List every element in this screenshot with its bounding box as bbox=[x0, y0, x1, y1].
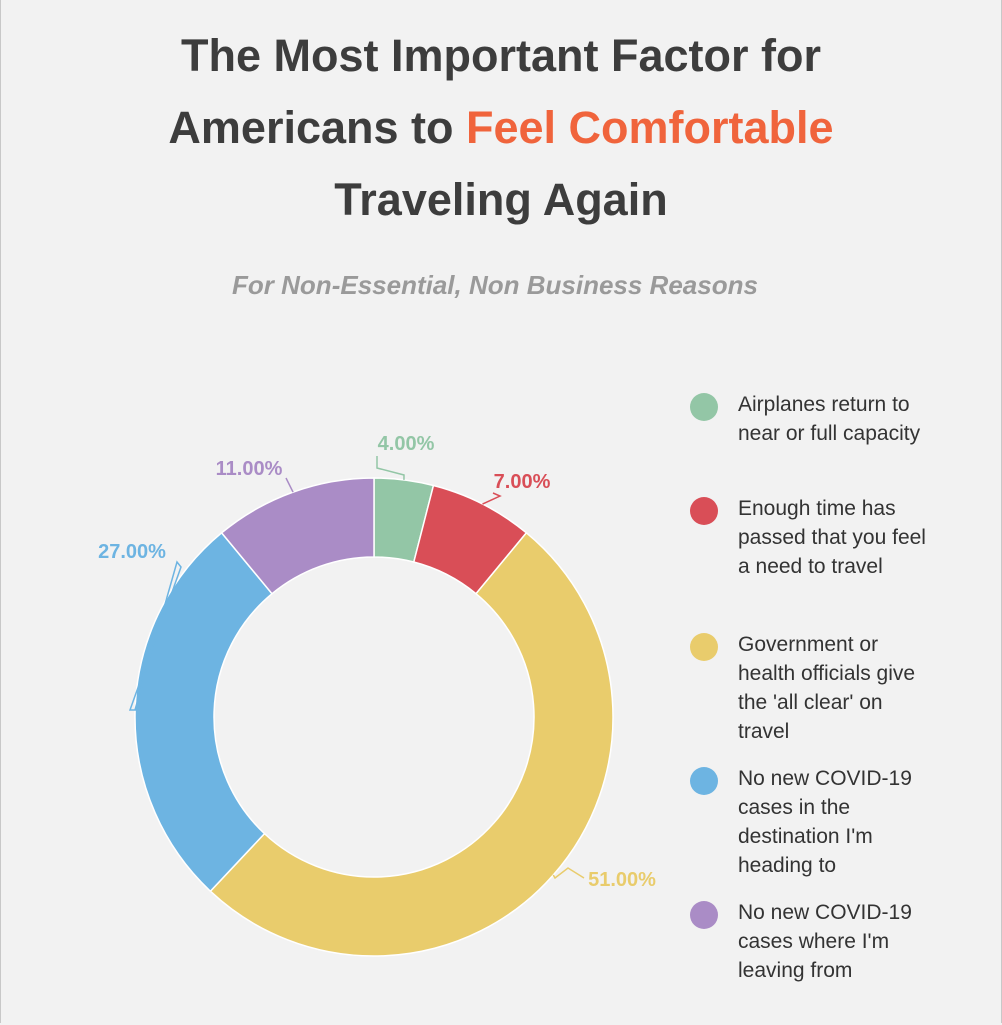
leader-line-airplanes bbox=[376, 456, 405, 480]
data-label-airplanes: 4.00% bbox=[378, 433, 435, 455]
slice-origin bbox=[220, 477, 375, 595]
legend-label: Airplanes return to near or full capacit… bbox=[738, 393, 921, 445]
title-accent-text: Feel Comfortable bbox=[466, 102, 834, 153]
title-line-1: The Most Important Factor for bbox=[181, 30, 821, 81]
legend-label: No new COVID-19 cases where I'm leaving … bbox=[738, 901, 912, 982]
legend-label: Government or health officials give the … bbox=[738, 633, 916, 743]
leader-line-time-passed bbox=[482, 492, 502, 505]
title-line-2: Americans to Feel Comfortable bbox=[0, 92, 1002, 164]
legend-swatch bbox=[690, 901, 718, 929]
data-label-origin: 11.00% bbox=[216, 458, 283, 480]
legend-label: Enough time has passed that you feel a n… bbox=[738, 497, 926, 578]
title-line-2-prefix: Americans to bbox=[168, 102, 467, 153]
legend-swatch bbox=[690, 767, 718, 795]
slice-destination bbox=[134, 531, 274, 893]
data-label-time-passed: 7.00% bbox=[494, 471, 551, 493]
leader-line-government bbox=[552, 867, 585, 880]
legend-label: No new COVID-19 cases in the destination… bbox=[738, 767, 912, 877]
data-label-government: 51.00% bbox=[588, 869, 656, 891]
chart-title: The Most Important Factor for Americans … bbox=[0, 20, 1002, 236]
legend-swatch bbox=[690, 497, 718, 525]
data-label-destination: 27.00% bbox=[98, 541, 166, 563]
legend-swatch bbox=[690, 633, 718, 661]
chart-subtitle: For Non-Essential, Non Business Reasons bbox=[232, 270, 758, 300]
leader-line-origin bbox=[285, 477, 294, 493]
legend-swatch bbox=[690, 393, 718, 421]
slice-government bbox=[209, 531, 614, 957]
title-line-3: Traveling Again bbox=[334, 174, 668, 225]
leader-line-destination bbox=[128, 560, 182, 711]
